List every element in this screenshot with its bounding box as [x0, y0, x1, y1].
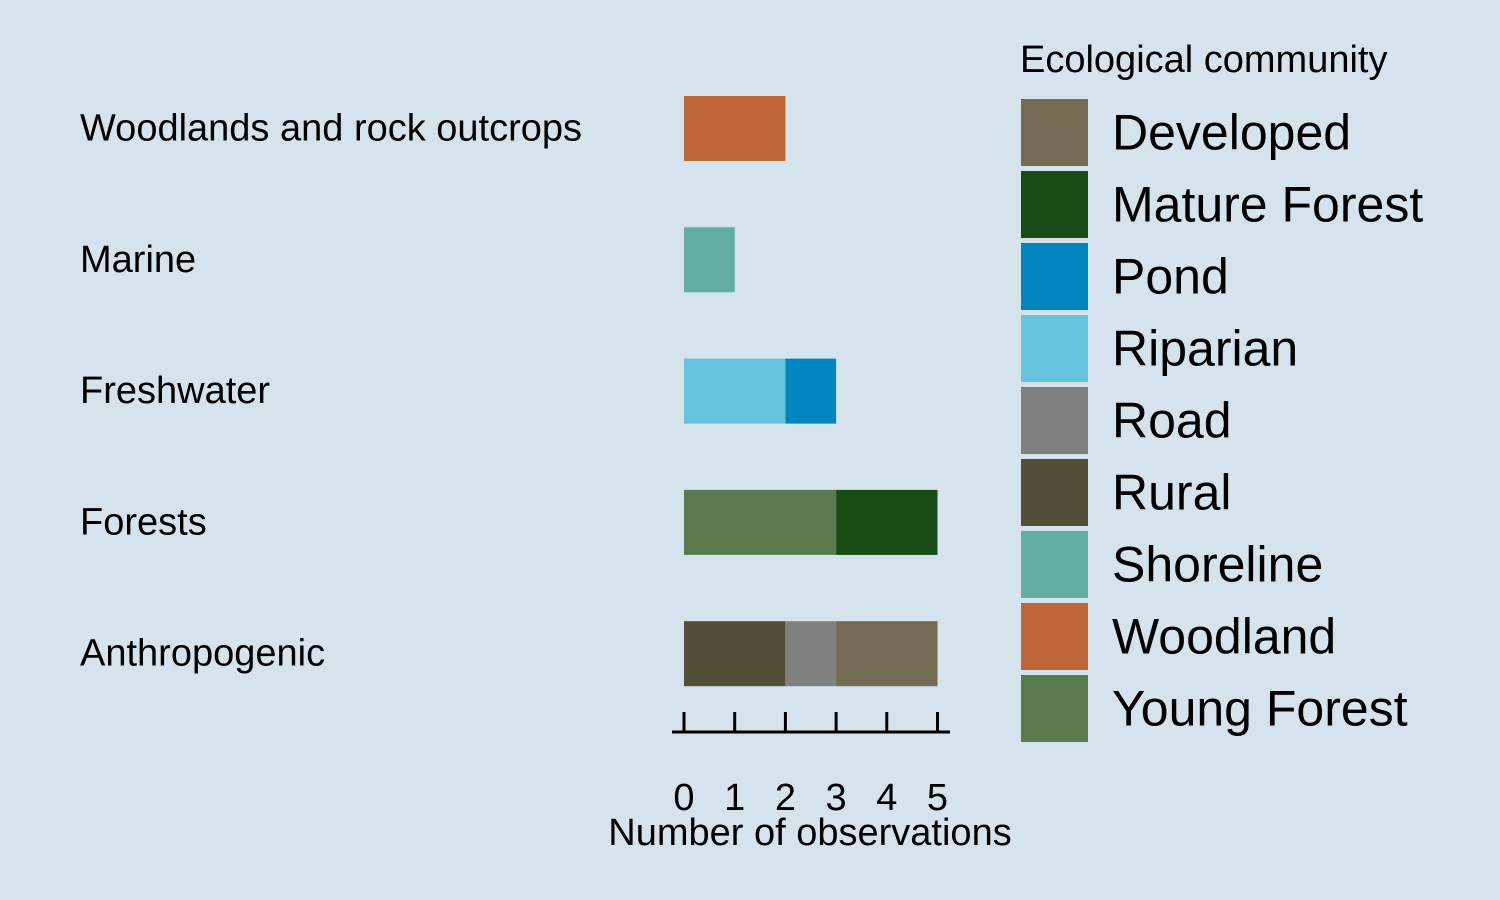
bar-segment	[785, 358, 837, 424]
bar-segment	[684, 96, 786, 161]
legend-swatch	[1021, 99, 1088, 166]
legend-label: Young Forest	[1112, 681, 1408, 737]
bar-segment	[836, 489, 938, 555]
x-axis-title: Number of observations	[608, 812, 1011, 854]
bar-segment	[684, 621, 786, 687]
bar-segment	[684, 489, 837, 555]
category-label: Woodlands and rock outcrops	[80, 108, 582, 150]
legend-label: Developed	[1112, 105, 1351, 161]
legend-item: Developed	[1021, 99, 1351, 166]
category-label: Anthropogenic	[80, 633, 325, 675]
legend-swatch	[1021, 459, 1088, 526]
legend-label: Shoreline	[1112, 537, 1323, 593]
x-tick-label: 5	[927, 777, 948, 819]
legend-swatch	[1021, 675, 1088, 742]
legend-label: Rural	[1112, 465, 1231, 521]
legend-label: Mature Forest	[1112, 177, 1423, 233]
x-tick-label: 3	[826, 777, 847, 819]
legend-item: Mature Forest	[1021, 171, 1423, 238]
x-tick-label: 2	[775, 777, 796, 819]
x-tick-label: 0	[673, 777, 694, 819]
legend-title: Ecological community	[1020, 39, 1387, 81]
legend-item: Riparian	[1021, 315, 1298, 382]
bar-segment	[684, 358, 786, 424]
x-tick-label: 4	[876, 777, 897, 819]
bar-segment	[785, 621, 837, 687]
bar-segment	[684, 227, 735, 293]
legend-entries: Developed Mature Forest Pond Riparian Road Ru…	[1021, 99, 1423, 742]
bars	[684, 96, 938, 687]
legend-swatch	[1021, 603, 1088, 670]
legend-item: Pond	[1021, 243, 1229, 310]
x-tick-label: 1	[724, 777, 745, 819]
legend-item: Woodland	[1021, 603, 1336, 670]
category-label: Marine	[80, 239, 196, 281]
legend-swatch	[1021, 387, 1088, 454]
category-labels: Woodlands and rock outcrops Marine Freshwa…	[80, 108, 582, 675]
bar-segment	[836, 621, 938, 687]
legend-label: Road	[1112, 393, 1232, 449]
legend-swatch	[1021, 531, 1088, 598]
legend-swatch	[1021, 315, 1088, 382]
legend-item: Young Forest	[1021, 675, 1408, 742]
category-label: Freshwater	[80, 370, 270, 412]
legend-label: Riparian	[1112, 321, 1298, 377]
legend-item: Shoreline	[1021, 531, 1323, 598]
legend-swatch	[1021, 243, 1088, 310]
legend-swatch	[1021, 171, 1088, 238]
legend-label: Woodland	[1112, 609, 1336, 665]
category-label: Forests	[80, 501, 207, 543]
legend: Ecological community Developed Mature For…	[1020, 39, 1423, 742]
legend-item: Road	[1021, 387, 1232, 454]
legend-item: Rural	[1021, 459, 1231, 526]
legend-label: Pond	[1112, 249, 1229, 305]
